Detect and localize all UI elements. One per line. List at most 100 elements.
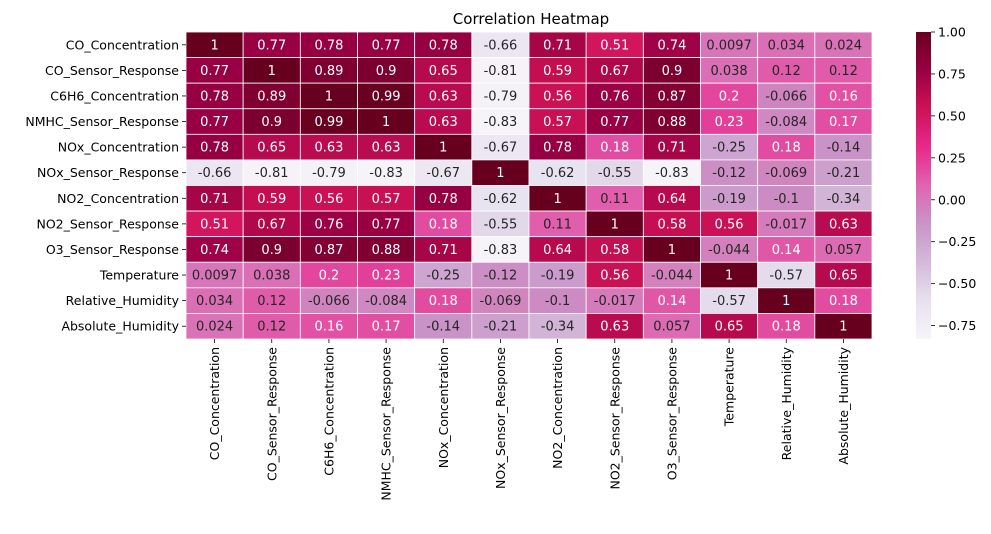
heatmap-cell [471,57,530,84]
heatmap-cell-value: -0.81 [484,64,518,79]
heatmap-cell [585,57,644,84]
heatmap-cell-value: 1 [553,192,561,207]
heatmap-cell-value: 0.038 [710,64,747,79]
heatmap-cell [471,133,530,161]
heatmap-cell-value: 0.78 [429,38,458,53]
heatmap-cell-value: 0.99 [372,89,401,104]
heatmap-cell [528,133,587,161]
heatmap-cell [242,287,301,314]
heatmap-cell-value: 0.23 [715,115,744,130]
heatmap-cell-value: -0.14 [426,320,460,335]
heatmap-cell [357,261,416,289]
heatmap-cell-value: 0.024 [825,38,862,53]
heatmap-cell-value: 0.67 [257,217,286,232]
heatmap-cell-value: 0.057 [653,320,690,335]
heatmap-cell [357,210,416,238]
heatmap-cell [299,313,358,340]
heatmap-cell [700,108,759,135]
heatmap-cell-value: -0.57 [769,269,803,284]
x-axis-tick-label: NO2_Sensor_Response [607,347,622,490]
heatmap-cell [357,57,416,84]
heatmap-cell [299,108,358,135]
x-axis-tick-label: CO_Sensor_Response [264,347,279,481]
y-axis-tick-label: O3_Sensor_Response [46,242,179,257]
heatmap-cell-value: -0.14 [827,141,861,156]
heatmap-cell [299,287,358,314]
heatmap-cell [528,185,587,212]
heatmap-cell [414,57,473,84]
heatmap-cell [700,159,759,186]
heatmap-cell-value: 0.89 [314,64,343,79]
heatmap-cell [414,82,473,110]
heatmap-cell [185,133,244,161]
heatmap-cell-value: -0.19 [541,269,575,284]
colorbar-tick-label: 0.75 [938,66,966,81]
heatmap-cell-value: 0.78 [200,89,229,104]
heatmap-cell-value: 0.71 [543,38,572,53]
heatmap-cell [528,159,587,186]
y-axis-tick-label: CO_Sensor_Response [45,63,179,78]
heatmap-cell [357,82,416,110]
colorbar-tick-label: 0.25 [938,150,966,165]
heatmap-cell-value: 0.56 [543,89,572,104]
heatmap-cell [242,57,301,84]
heatmap-cell [185,31,244,58]
heatmap-cell-value: 0.2 [319,269,340,284]
heatmap-cell [642,57,701,84]
heatmap-cell-value: -0.12 [484,269,518,284]
heatmap-cell-value: 0.76 [314,217,343,232]
heatmap-cell [242,185,301,212]
heatmap-cell-value: -0.25 [712,141,746,156]
heatmap-cell [357,185,416,212]
heatmap-cell [585,261,644,289]
heatmap-cell-value: 1 [382,115,390,130]
heatmap-cell [814,287,873,314]
heatmap-cell [528,236,587,263]
heatmap-cell-value: -0.55 [484,217,518,232]
heatmap-cell [528,313,587,340]
heatmap-cell-value: 0.034 [196,294,233,309]
x-axis-tick-label: Absolute_Humidity [836,346,851,464]
chart-title: Correlation Heatmap [453,10,609,28]
heatmap-cell-value: 0.76 [600,89,629,104]
heatmap-cell [757,287,816,314]
heatmap-cell-value: 0.88 [372,243,401,258]
heatmap-cell-value: 0.51 [600,38,629,53]
x-axis-tick-labels: CO_Concentration CO_Sensor_Response C6H6_C… [207,339,851,501]
heatmap-cell-value: 0.77 [600,115,629,130]
heatmap-cell-value: 0.14 [657,294,686,309]
heatmap-cell [185,185,244,212]
heatmap-cell [357,287,416,314]
heatmap-cell [814,185,873,212]
heatmap-cell-value: 0.74 [200,243,229,258]
heatmap-cell-value: -0.044 [708,243,750,258]
heatmap-cell [585,133,644,161]
heatmap-cell-value: 0.59 [543,64,572,79]
heatmap-cell-value: 0.12 [257,320,286,335]
heatmap-cell-value: 1 [668,243,676,258]
heatmap-cell [585,159,644,186]
heatmap-cell-value: -0.83 [484,115,518,130]
x-axis-tick-label: NOx_Concentration [436,347,451,468]
heatmap-cell-value: 0.65 [257,141,286,156]
heatmap-cell [528,210,587,238]
colorbar [916,32,931,339]
heatmap-cell-value: 0.58 [657,217,686,232]
colorbar-tick-label: 0.50 [938,108,966,123]
heatmap-cell-labels: 1 0.77 0.78 0.77 0.78 -0.66 0.71 0.51 0.74 0.0097… [192,38,862,334]
heatmap-cell-value: 0.78 [314,38,343,53]
heatmap-cell [814,261,873,289]
heatmap-cell [414,210,473,238]
heatmap-cell-value: 0.14 [772,243,801,258]
heatmap-cell-value: 0.87 [314,243,343,258]
heatmap-cell-value: 0.23 [372,269,401,284]
heatmap-cell-value: -0.55 [598,166,632,181]
heatmap-cell [700,57,759,84]
heatmap-cell-value: 0.78 [200,141,229,156]
heatmap-cell-value: 0.77 [372,38,401,53]
heatmap-cell-value: -0.81 [255,166,289,181]
heatmap-cell-value: 1 [782,294,790,309]
heatmap-cell [814,159,873,186]
heatmap-cell-value: 0.9 [662,64,683,79]
